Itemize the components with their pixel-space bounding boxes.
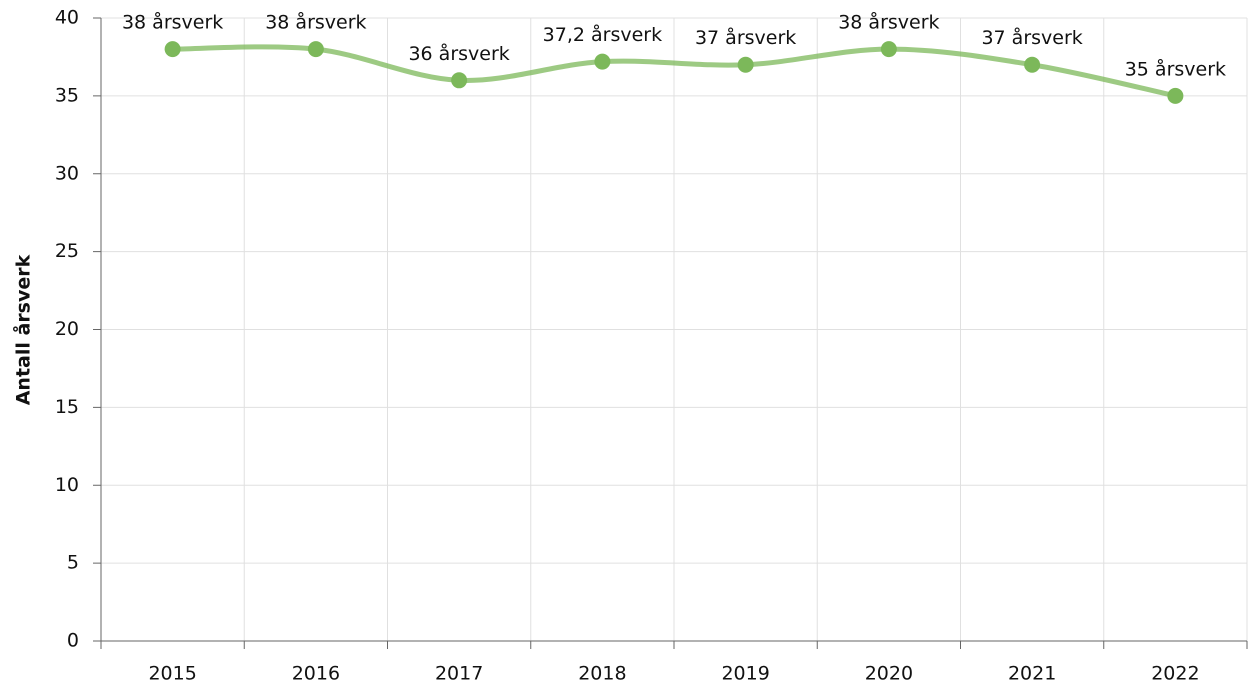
y-tick-label: 35 xyxy=(55,84,79,106)
data-label: 37 årsverk xyxy=(981,26,1082,49)
data-label: 36 årsverk xyxy=(408,42,509,65)
y-tick-label: 15 xyxy=(55,396,79,418)
data-label: 38 årsverk xyxy=(265,11,366,34)
data-label: 37 årsverk xyxy=(695,26,796,49)
data-point xyxy=(307,41,324,58)
data-point xyxy=(594,53,611,70)
data-label: 37,2 årsverk xyxy=(543,23,662,46)
y-tick-label: 20 xyxy=(55,318,79,340)
y-tick-label: 10 xyxy=(55,474,79,496)
data-label: 38 årsverk xyxy=(122,11,223,34)
y-tick-label: 30 xyxy=(55,162,79,184)
y-tick-label: 5 xyxy=(67,552,79,574)
data-label: 38 årsverk xyxy=(838,11,939,34)
series-line xyxy=(172,44,1176,99)
y-tick-label: 40 xyxy=(55,7,79,29)
y-axis-label: Antall årsverk xyxy=(11,254,35,405)
x-tick-label: 2016 xyxy=(292,663,340,685)
y-tick-label: 25 xyxy=(55,240,79,262)
data-point xyxy=(164,41,181,58)
x-tick-label: 2017 xyxy=(435,663,483,685)
data-point xyxy=(451,72,468,89)
x-tick-label: 2021 xyxy=(1008,663,1056,685)
x-tick-label: 2019 xyxy=(721,663,769,685)
y-tick-label: 0 xyxy=(67,630,79,652)
x-tick-label: 2022 xyxy=(1151,663,1199,685)
data-point xyxy=(1024,56,1041,73)
data-point xyxy=(737,56,754,73)
data-point xyxy=(880,41,897,58)
x-tick-label: 2015 xyxy=(148,663,196,685)
data-label: 35 årsverk xyxy=(1125,57,1226,80)
x-tick-label: 2018 xyxy=(578,663,626,685)
x-tick-label: 2020 xyxy=(865,663,913,685)
data-point xyxy=(1167,87,1184,104)
